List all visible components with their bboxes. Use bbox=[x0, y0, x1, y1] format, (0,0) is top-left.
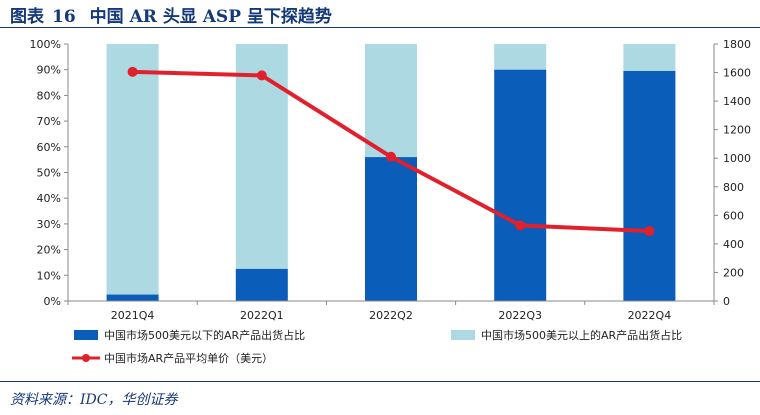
right-tick-label: 200 bbox=[723, 266, 744, 279]
bar-above-500-2022Q4 bbox=[623, 44, 676, 71]
bar-below-500-2022Q3 bbox=[494, 69, 547, 301]
left-tick-label: 40% bbox=[37, 192, 61, 205]
asp-point-2022Q3 bbox=[515, 220, 526, 231]
chart-title: 中国 AR 头显 ASP 呈下探趋势 bbox=[89, 7, 332, 27]
title-rule bbox=[0, 27, 760, 28]
legend-swatch-below-500 bbox=[74, 330, 98, 340]
legend-swatch-asp-marker bbox=[82, 354, 90, 362]
left-tick-label: 50% bbox=[37, 167, 61, 180]
bar-above-500-2022Q3 bbox=[494, 44, 547, 70]
right-tick-label: 1800 bbox=[723, 38, 751, 51]
left-tick-label: 90% bbox=[37, 64, 61, 77]
bar-above-500-2022Q1 bbox=[235, 44, 288, 269]
asp-point-2022Q4 bbox=[644, 226, 655, 237]
left-tick-label: 100% bbox=[30, 38, 61, 51]
bar-above-500-2022Q2 bbox=[365, 44, 417, 158]
legend-label-below-500: 中国市场500美元以下的AR产品出货占比 bbox=[104, 328, 305, 342]
right-tick-label: 800 bbox=[723, 181, 744, 194]
figure-label: 图表 bbox=[10, 7, 44, 27]
x-tick-label: 2022Q1 bbox=[240, 309, 284, 322]
bar-below-500-2022Q1 bbox=[235, 268, 288, 301]
right-tick-label: 400 bbox=[723, 238, 744, 251]
x-tick-label: 2022Q2 bbox=[369, 309, 413, 322]
legend-swatch-above-500 bbox=[451, 330, 475, 340]
right-tick-label: 1000 bbox=[723, 152, 751, 165]
left-tick-label: 10% bbox=[37, 269, 61, 282]
bar-above-500-2021Q4 bbox=[106, 44, 159, 295]
x-tick-label: 2021Q4 bbox=[111, 309, 155, 322]
x-tick-label: 2022Q3 bbox=[498, 309, 542, 322]
left-tick-label: 60% bbox=[37, 141, 61, 154]
right-tick-label: 1200 bbox=[723, 124, 751, 137]
asp-chart: 0% 10% 20% 30% 40% 50% 60% 70% 80% 90% 100% 0 200 400… bbox=[30, 38, 751, 365]
left-tick-label: 0% bbox=[44, 295, 61, 308]
right-tick-label: 0 bbox=[723, 295, 730, 308]
figure-number: 16 bbox=[52, 7, 76, 27]
right-tick-label: 1600 bbox=[723, 67, 751, 80]
x-tick-label: 2022Q4 bbox=[628, 309, 672, 322]
bar-below-500-2022Q4 bbox=[623, 70, 676, 301]
left-tick-label: 80% bbox=[37, 89, 61, 102]
bar-below-500-2022Q2 bbox=[365, 157, 417, 301]
asp-point-2021Q4 bbox=[127, 66, 138, 77]
asp-point-2022Q1 bbox=[256, 70, 267, 81]
right-tick-label: 600 bbox=[723, 209, 744, 222]
legend-label-above-500: 中国市场500美元以上的AR产品出货占比 bbox=[481, 328, 682, 342]
legend-label-asp: 中国市场AR产品平均单价（美元） bbox=[104, 351, 273, 365]
bar-below-500-2021Q4 bbox=[106, 294, 159, 301]
source-rule bbox=[0, 381, 760, 382]
asp-point-2022Q2 bbox=[386, 151, 396, 162]
figure-title: 图表 16 中国 AR 头显 ASP 呈下探趋势 bbox=[10, 2, 332, 27]
right-tick-label: 1400 bbox=[723, 95, 751, 108]
left-tick-label: 30% bbox=[37, 218, 61, 231]
left-tick-label: 20% bbox=[37, 244, 61, 257]
left-tick-label: 70% bbox=[37, 115, 61, 128]
source-note: 资料来源：IDC，华创证券 bbox=[10, 392, 178, 408]
